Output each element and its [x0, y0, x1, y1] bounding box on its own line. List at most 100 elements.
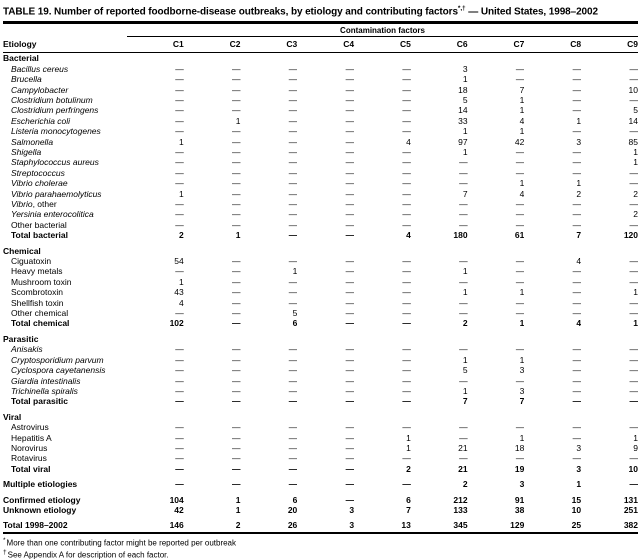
table-row: Staphylococcus aureus — — — — — — — — 1 — [3, 157, 638, 167]
value-cell: — — [288, 375, 298, 386]
table-row: Yersinia enterocolitica — — — — — — — — 2 — [3, 209, 638, 219]
value-cell: — — [175, 157, 184, 168]
value-cell — [184, 53, 241, 64]
value-cell: 10 — [628, 84, 638, 95]
value-cell — [127, 334, 184, 344]
value-cell: — — [232, 94, 241, 105]
value-cell: — — [232, 276, 241, 287]
value-cell: — — [175, 199, 184, 210]
value-cell: — — [572, 344, 582, 355]
outbreaks-table: Contamination factors Etiology C1 C2 C3 C4 C… — [3, 24, 638, 530]
table-row: Hepatitis A — — — — 1 — 1 — 1 — [3, 433, 638, 443]
value-cell: — — [345, 146, 355, 157]
value-cell: — — [459, 308, 468, 319]
value-cell: 1 — [576, 479, 582, 490]
table-row: Astrovirus — — — — — — — — — — [3, 422, 638, 432]
value-cell: — — [572, 74, 582, 85]
value-cell: — — [459, 178, 468, 189]
table-row: Total parasitic — — — — — 7 7 — — — [3, 396, 638, 406]
value-cell: — — [175, 442, 184, 453]
value-cell: — — [232, 297, 241, 308]
value-cell: 6 — [292, 494, 298, 505]
value-cell: 3 — [519, 385, 525, 396]
value-cell: — — [345, 157, 355, 168]
value-cell: — — [459, 453, 468, 464]
footnote-asterisk: *More than one contributing factor might… — [3, 536, 638, 548]
table-row: Mushroom toxin 1 — — — — — — — — — [3, 277, 638, 287]
value-cell: — — [629, 178, 639, 189]
value-cell: 10 — [628, 463, 638, 474]
value-cell: — — [175, 126, 184, 137]
value-cell: — — [288, 63, 298, 74]
value-cell: 1 — [462, 126, 468, 137]
table-row: Unknown etiology 42 1 20 3 7 133 38 10 251 — [3, 505, 638, 515]
value-cell: — — [572, 365, 582, 376]
value-cell: — — [572, 84, 582, 95]
value-cell — [297, 53, 354, 64]
value-cell: — — [515, 297, 525, 308]
value-cell: 251 — [623, 504, 638, 515]
value-cell — [184, 412, 241, 422]
value-cell: — — [572, 375, 582, 386]
value-cell — [241, 246, 298, 256]
value-cell: — — [232, 199, 241, 210]
etiology-cell: Bacterial — [3, 53, 39, 64]
etiology-cell: Clostridium perfringens — [3, 105, 127, 115]
value-cell: — — [288, 287, 298, 298]
table-row: Listeria monocytogenes — — — — — 1 1 — — — [3, 126, 638, 136]
table-bottom-rule — [3, 531, 638, 534]
value-cell: — — [572, 94, 582, 105]
value-cell: — — [515, 167, 525, 178]
value-cell: — — [402, 354, 411, 365]
value-cell: — — [515, 219, 525, 230]
etiology-cell: Confirmed etiology — [3, 494, 81, 505]
value-cell: — — [232, 385, 241, 396]
value-cell: 1 — [519, 94, 525, 105]
value-cell — [524, 53, 581, 64]
table-row: Total viral — — — — 2 21 19 3 10 — [3, 464, 638, 474]
value-cell: — — [175, 266, 184, 277]
value-cell: — — [345, 126, 355, 137]
column-header-etiology: Etiology — [3, 36, 127, 54]
value-cell: — — [288, 396, 298, 407]
value-cell: — — [402, 126, 411, 137]
etiology-name-italic: Vibrio — [11, 199, 33, 210]
value-cell: — — [459, 375, 468, 386]
value-cell: — — [459, 209, 468, 220]
etiology-cell: Yersinia enterocolitica — [3, 209, 127, 219]
value-cell: — — [288, 157, 298, 168]
etiology-cell: Salmonella — [3, 137, 127, 147]
value-cell: 15 — [571, 494, 582, 505]
value-cell: — — [232, 209, 241, 220]
table-row: Giardia intestinalis — — — — — — — — — — [3, 376, 638, 386]
footnote-dagger-text: See Appendix A for description of each f… — [7, 550, 169, 560]
value-cell: — — [175, 105, 184, 116]
value-cell — [297, 412, 354, 422]
value-cell: — — [459, 167, 468, 178]
value-cell: 25 — [571, 520, 582, 531]
value-cell: 5 — [292, 308, 298, 319]
value-cell: — — [175, 365, 184, 376]
value-cell: 6 — [406, 494, 411, 505]
etiology-name-italic: Clostridium perfringens — [11, 105, 99, 116]
value-cell: — — [175, 167, 184, 178]
column-header-c2: C2 — [183, 36, 241, 54]
value-cell — [411, 246, 468, 256]
value-cell: — — [629, 396, 639, 407]
value-cell: — — [345, 308, 355, 319]
value-cell: 4 — [519, 188, 525, 199]
value-cell: — — [345, 422, 355, 433]
value-cell: 14 — [458, 105, 468, 116]
table-row: Shigella — — — — — 1 — — 1 — [3, 147, 638, 157]
value-cell: — — [345, 287, 355, 298]
etiology-name-italic: Salmonella — [11, 136, 54, 147]
value-cell: — — [572, 297, 582, 308]
etiology-name-italic: Cyclospora cayetanensis — [11, 365, 106, 376]
value-cell: 3 — [349, 504, 355, 515]
etiology-cell: Total 1998–2002 — [3, 520, 68, 531]
value-cell: — — [288, 167, 298, 178]
value-cell: — — [345, 479, 355, 490]
value-cell: 19 — [514, 463, 525, 474]
etiology-name-italic: Brucella — [11, 74, 42, 85]
table-row: Vibrio parahaemolyticus 1 — — — — 7 4 2 2 — [3, 189, 638, 199]
